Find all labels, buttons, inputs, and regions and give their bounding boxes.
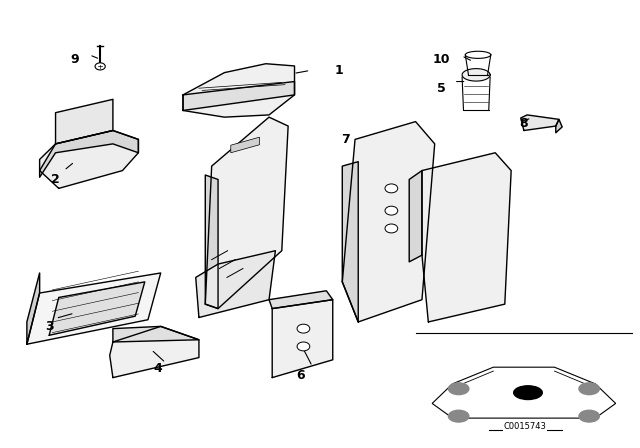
Polygon shape (40, 130, 138, 188)
Polygon shape (231, 137, 259, 153)
Polygon shape (409, 171, 422, 262)
Circle shape (385, 206, 397, 215)
Polygon shape (113, 327, 199, 342)
Circle shape (385, 224, 397, 233)
Polygon shape (272, 300, 333, 378)
Polygon shape (342, 121, 435, 322)
Polygon shape (109, 327, 199, 378)
Text: 8: 8 (520, 117, 528, 130)
Polygon shape (422, 153, 511, 322)
Polygon shape (183, 64, 294, 117)
Polygon shape (183, 82, 294, 111)
Circle shape (385, 184, 397, 193)
Polygon shape (56, 99, 113, 144)
Text: 1: 1 (335, 64, 344, 77)
Polygon shape (462, 69, 490, 81)
Text: 3: 3 (45, 320, 54, 333)
Text: 4: 4 (153, 362, 162, 375)
Polygon shape (196, 251, 275, 318)
Text: 6: 6 (296, 369, 305, 382)
Circle shape (297, 342, 310, 351)
Polygon shape (342, 162, 358, 322)
Polygon shape (27, 273, 40, 344)
Circle shape (95, 63, 105, 70)
Polygon shape (49, 282, 145, 335)
Circle shape (297, 324, 310, 333)
Polygon shape (269, 291, 333, 309)
Polygon shape (27, 273, 161, 344)
Text: 7: 7 (341, 133, 350, 146)
Text: C0015743: C0015743 (504, 422, 547, 431)
Polygon shape (205, 175, 218, 309)
Text: 5: 5 (436, 82, 445, 95)
Text: 2: 2 (51, 173, 60, 186)
Text: 10: 10 (433, 53, 450, 66)
Polygon shape (521, 115, 559, 130)
Polygon shape (556, 119, 562, 133)
Text: 9: 9 (70, 53, 79, 66)
Polygon shape (40, 130, 138, 177)
Polygon shape (205, 117, 288, 309)
